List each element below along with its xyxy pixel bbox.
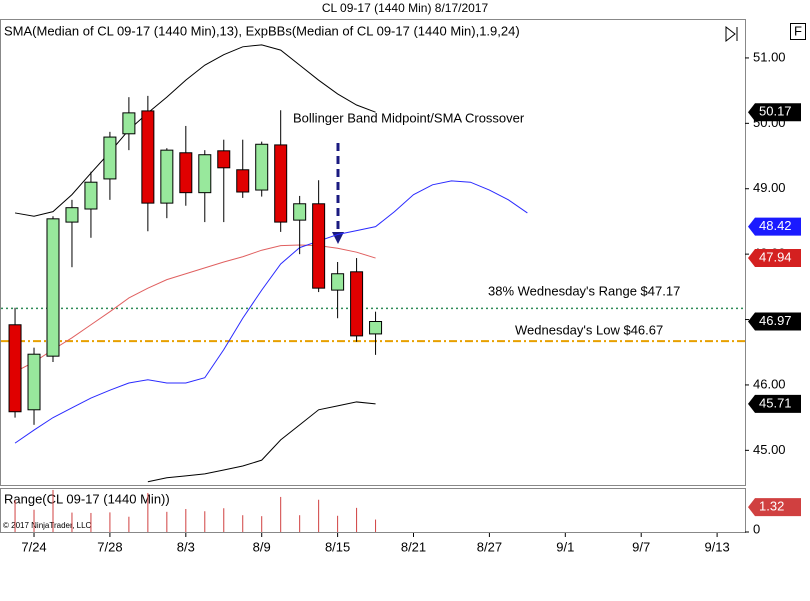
range-panel — [0, 488, 746, 533]
candle-body — [65, 207, 79, 223]
price-marker — [748, 249, 801, 268]
indicator-line — [14, 180, 528, 444]
price-marker-label: 1.32 — [759, 499, 784, 514]
price-marker-label: 46.97 — [759, 313, 792, 328]
f-button[interactable] — [790, 23, 806, 40]
price-marker — [748, 498, 801, 517]
candle-body — [312, 203, 326, 289]
price-panel — [0, 19, 746, 486]
candle-body — [141, 110, 155, 204]
play-icon[interactable] — [725, 25, 738, 43]
range-label: Range(CL 09-17 (1440 Min)) — [4, 491, 170, 506]
candle-body — [350, 271, 364, 337]
candle-body — [84, 181, 98, 210]
candle-body — [255, 143, 269, 191]
candle-body — [236, 169, 250, 193]
candle-body — [122, 112, 136, 135]
x-tick-label: 9/1 — [556, 539, 574, 554]
window-title: CL 09-17 (1440 Min) 8/17/2017 — [322, 1, 489, 15]
x-tick-label: 9/13 — [704, 539, 729, 554]
x-tick-label: 9/7 — [632, 539, 650, 554]
x-tick-label: 8/3 — [177, 539, 195, 554]
candle-body — [331, 273, 345, 291]
indicator-line — [14, 44, 376, 217]
price-marker-label: 50.17 — [759, 104, 792, 119]
candle-body — [217, 150, 231, 169]
candle-body — [274, 144, 288, 223]
candle-body — [293, 203, 307, 221]
candle-body — [198, 154, 212, 194]
candle-body — [103, 136, 117, 180]
price-marker — [748, 217, 801, 236]
candle-body — [8, 324, 22, 413]
copyright: © 2017 NinjaTrader, LLC — [3, 521, 92, 530]
x-tick-label: 7/28 — [97, 539, 122, 554]
candle-body — [160, 149, 174, 204]
indicator-label: SMA(Median of CL 09-17 (1440 Min),13), E… — [4, 23, 520, 38]
x-tick-label: 8/27 — [477, 539, 502, 554]
x-tick-label: 7/24 — [21, 539, 46, 554]
y-tick-label: 45.00 — [753, 442, 786, 457]
price-marker — [748, 312, 801, 331]
annotation: Bollinger Band Midpoint/SMA Crossover — [293, 110, 525, 125]
y-tick-label: 49.00 — [753, 180, 786, 195]
range-y-tick-label: 0 — [753, 521, 760, 536]
candle-body — [369, 320, 383, 335]
price-marker — [748, 394, 801, 413]
indicator-line — [147, 401, 376, 483]
price-marker-label: 47.94 — [759, 249, 792, 264]
x-tick-label: 8/9 — [253, 539, 271, 554]
y-tick-label: 46.00 — [753, 376, 786, 391]
annotation: Wednesday's Low $46.67 — [515, 322, 663, 337]
y-tick-label: 51.00 — [753, 49, 786, 64]
candle-body — [27, 353, 41, 411]
x-tick-label: 8/15 — [325, 539, 350, 554]
price-marker-label: 48.42 — [759, 218, 792, 233]
candle-body — [46, 218, 60, 357]
price-marker — [748, 103, 801, 122]
x-tick-label: 8/21 — [401, 539, 426, 554]
annotation: 38% Wednesday's Range $47.17 — [488, 283, 680, 298]
price-marker-label: 45.71 — [759, 395, 792, 410]
f-button-label[interactable]: F — [794, 23, 802, 38]
candle-body — [179, 152, 193, 194]
